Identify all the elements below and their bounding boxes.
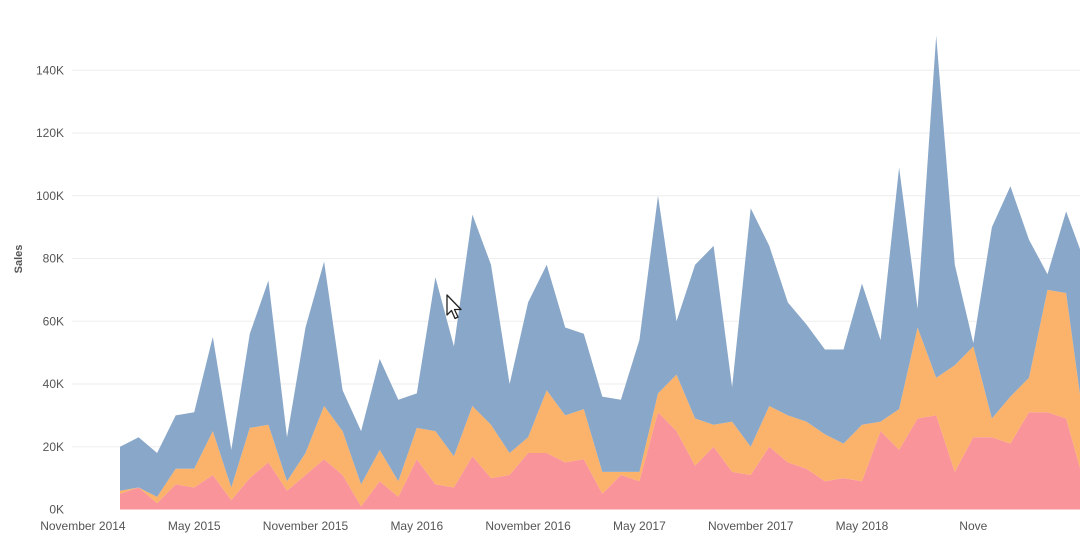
x-tick-label: November 2014 — [40, 519, 126, 533]
gridlines — [72, 69, 1080, 448]
x-axis-ticks: November 2014 May 2015 November 2015 May 20… — [40, 519, 987, 533]
y-tick-label: 100K — [36, 189, 64, 203]
y-tick-label: 40K — [43, 377, 64, 391]
x-tick-label: May 2016 — [390, 519, 443, 533]
x-tick-label: November 2016 — [485, 519, 571, 533]
mouse-pointer-icon — [446, 294, 462, 320]
x-tick-label: May 2018 — [836, 519, 889, 533]
area-series-3 — [120, 35, 1080, 497]
area-series-1 — [120, 412, 1080, 510]
y-axis-title: Sales — [13, 245, 25, 274]
x-tick-label: Nove — [959, 519, 987, 533]
y-tick-label: 80K — [43, 252, 64, 266]
y-tick-label: 20K — [43, 440, 64, 454]
area-series-2 — [120, 289, 1080, 507]
stacked-areas — [120, 35, 1080, 510]
y-tick-label: 120K — [36, 126, 64, 140]
y-axis-ticks: 0K 20K 40K 60K 80K 100K 120K 140K — [36, 63, 64, 516]
y-tick-label: 140K — [36, 63, 64, 77]
y-tick-label: 0K — [49, 503, 64, 517]
x-tick-label: May 2017 — [613, 519, 666, 533]
x-tick-label: May 2015 — [168, 519, 221, 533]
y-tick-label: 60K — [43, 314, 64, 328]
x-tick-label: November 2015 — [263, 519, 349, 533]
x-tick-label: November 2017 — [708, 519, 794, 533]
